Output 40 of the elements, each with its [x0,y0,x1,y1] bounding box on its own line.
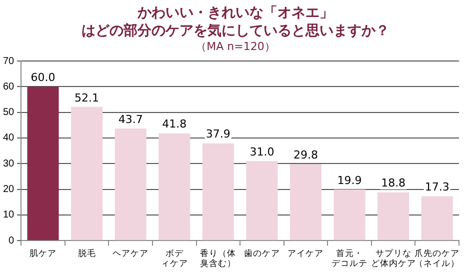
y-tick-label: 0 [8,235,15,246]
x-tick-label: 爪先のケア（ネイル） [414,248,460,268]
x-tick-label: ボディケア [160,248,188,268]
data-label: 31.0 [250,145,274,158]
data-label: 60.0 [30,71,56,84]
y-tick-label: 10 [3,210,15,221]
x-tick-label: ヘアケア [112,248,149,258]
bar [421,196,453,240]
y-tick-label: 70 [3,56,15,67]
y-tick-label: 40 [3,132,15,144]
y-tick-label: 50 [3,107,15,118]
bar [202,143,234,240]
bar [27,86,59,240]
data-label: 52.1 [74,91,100,104]
bar [246,161,278,240]
data-label: 17.3 [424,180,450,194]
bar [334,190,366,240]
bar [378,192,410,240]
x-tick-label: サプリなど体内ケア [370,248,416,268]
data-label: 37.9 [206,128,230,141]
data-label: 29.8 [293,148,318,162]
data-label: 18.8 [381,176,406,190]
chart-title: かわいい・きれいな「オネエ」はどの部分のケアを気にしていると思いますか？ [80,4,390,40]
y-tick-label: 60 [3,81,15,92]
chart-subtitle: （MA n=120） [194,40,276,53]
bar [290,164,322,240]
data-label: 41.8 [162,118,187,131]
bar [114,128,146,240]
x-tick-label: 香り（体臭含む） [200,248,236,268]
data-label: 43.7 [118,112,143,126]
y-tick-label: 30 [3,158,15,170]
x-tick-label: 歯のケア [244,248,280,258]
bar [71,106,103,240]
y-tick-label: 20 [3,184,15,196]
bar [158,133,190,240]
x-tick-label: 脱毛 [78,248,96,258]
data-label: 19.9 [337,174,362,187]
x-tick-label: アイケア [288,248,324,258]
x-tick-label: 首元・デコルテ [332,248,368,268]
x-tick-label: 肌ケア [30,248,57,258]
